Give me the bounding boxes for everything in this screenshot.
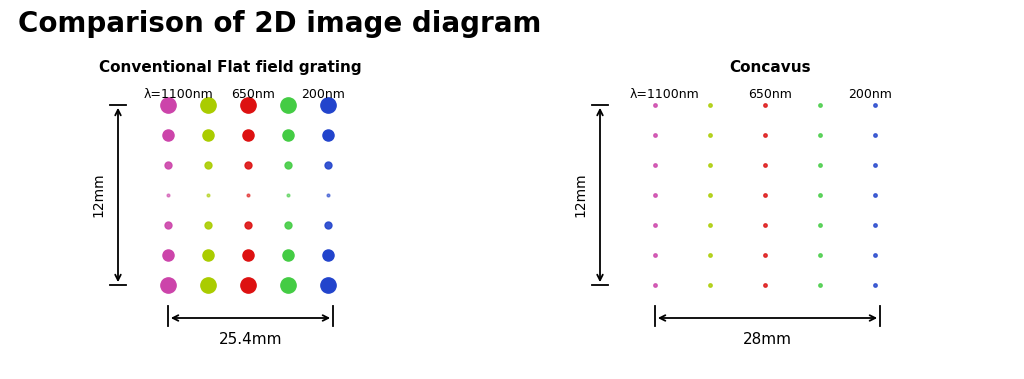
Text: Conventional Flat field grating: Conventional Flat field grating bbox=[98, 60, 361, 75]
Text: Comparison of 2D image diagram: Comparison of 2D image diagram bbox=[18, 10, 542, 38]
Text: 650nm: 650nm bbox=[749, 88, 792, 101]
Text: λ=1100nm: λ=1100nm bbox=[143, 88, 213, 101]
Text: 12mm: 12mm bbox=[91, 173, 105, 217]
Text: 25.4mm: 25.4mm bbox=[219, 332, 283, 347]
Text: λ=1100nm: λ=1100nm bbox=[630, 88, 699, 101]
Text: 12mm: 12mm bbox=[573, 173, 587, 217]
Text: 200nm: 200nm bbox=[301, 88, 345, 101]
Text: 650nm: 650nm bbox=[231, 88, 274, 101]
Text: Concavus: Concavus bbox=[729, 60, 811, 75]
Text: 200nm: 200nm bbox=[848, 88, 892, 101]
Text: 28mm: 28mm bbox=[743, 332, 792, 347]
